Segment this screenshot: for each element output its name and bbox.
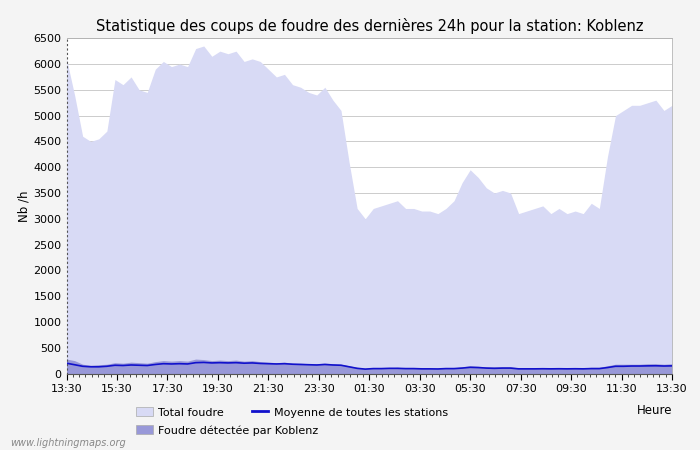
Legend: Total foudre, Moyenne de toutes les stations: Total foudre, Moyenne de toutes les stat… xyxy=(132,403,452,422)
Text: Heure: Heure xyxy=(636,404,672,417)
Text: www.lightningmaps.org: www.lightningmaps.org xyxy=(10,438,126,448)
Legend: Foudre détectée par Koblenz: Foudre détectée par Koblenz xyxy=(132,421,323,440)
Title: Statistique des coups de foudre des dernières 24h pour la station: Koblenz: Statistique des coups de foudre des dern… xyxy=(95,18,643,34)
Y-axis label: Nb /h: Nb /h xyxy=(18,190,31,222)
